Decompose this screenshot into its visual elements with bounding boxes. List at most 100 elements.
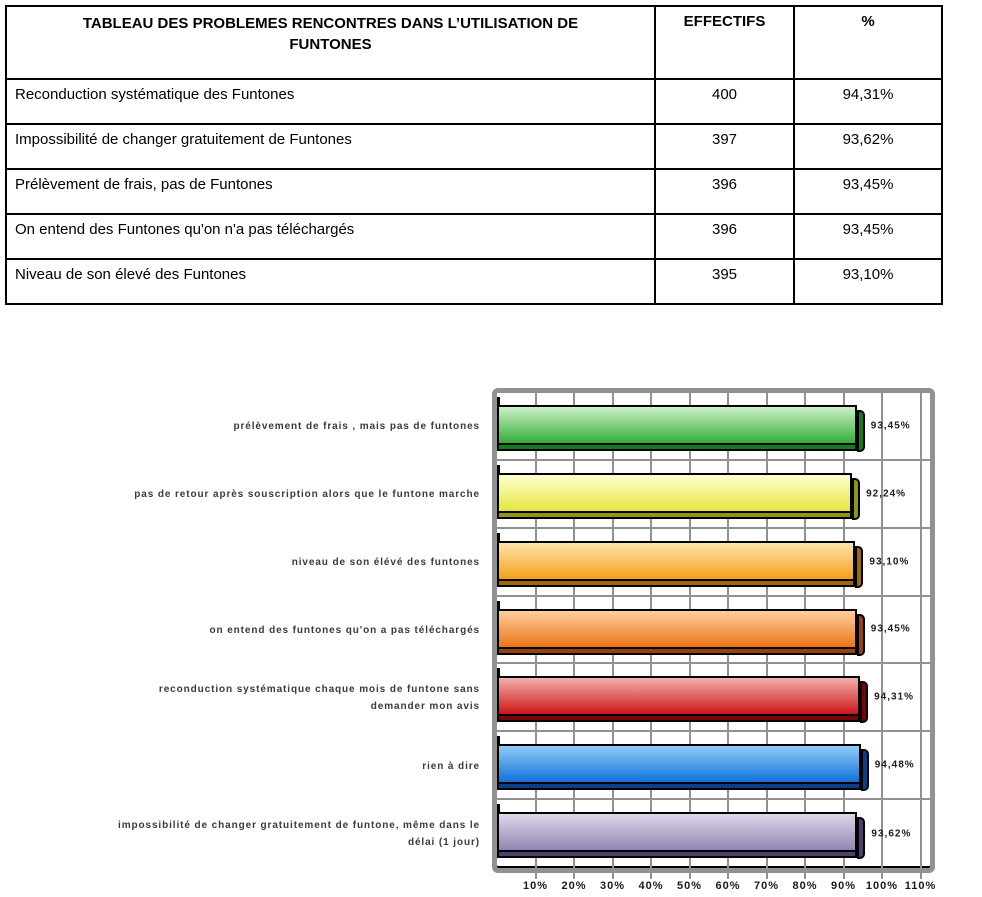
bar-end-cap (852, 477, 861, 520)
row-label: Reconduction systématique des Funtones (5, 78, 656, 125)
x-axis-tick (611, 873, 614, 879)
bar (497, 464, 861, 520)
table-body: Reconduction systématique des Funtones 40… (5, 78, 943, 305)
category-row: 93,45% (497, 393, 930, 461)
x-axis-tick (650, 873, 652, 879)
category-axis-labels: prélèvement de frais , mais pas de funto… (0, 393, 486, 868)
x-axis-label: 100% (865, 880, 899, 892)
bar-axis-notch (497, 668, 500, 679)
row-label: Prélèvement de frais, pas de Funtones (5, 168, 656, 215)
bar-value-label: 94,48% (874, 759, 915, 771)
table-row: Niveau de son élevé des Funtones 395 93,10… (5, 258, 943, 305)
bar-chart: prélèvement de frais , mais pas de funto… (0, 388, 982, 897)
category-row: 93,10% (497, 529, 930, 597)
bar (497, 668, 869, 724)
col-header-percent: % (793, 5, 943, 80)
bar-axis-notch (497, 736, 500, 747)
row-effectif: 400 (654, 78, 795, 125)
table-title: TABLEAU DES PROBLEMES RENCONTRES DANS L’… (82, 15, 579, 53)
x-axis-label: 10% (522, 880, 549, 892)
bar-foot (499, 578, 854, 585)
bar-face (499, 678, 859, 715)
bar-end-cap (857, 817, 866, 860)
x-axis-label: 30% (599, 880, 626, 892)
x-axis-tick (573, 873, 575, 879)
bar-end-cap (860, 681, 869, 724)
bar-face (499, 542, 854, 579)
bar (497, 600, 865, 656)
category-label: niveau de son élévé des funtones (291, 557, 480, 569)
bar-face (499, 407, 855, 443)
row-percent: 94,31% (793, 78, 943, 125)
vertical-gridline (919, 393, 922, 868)
category-row: 93,45% (497, 597, 930, 665)
category-label: pas de retour après souscription alors q… (134, 489, 480, 501)
bar-foot (499, 714, 859, 721)
bar (497, 804, 866, 860)
bar-end-cap (855, 545, 864, 588)
bar-value-label: 93,45% (870, 420, 911, 432)
plot-area: 93,45% 92,24% 93,10% 93,45% 94,31% 94,48% 93,6… (492, 388, 935, 873)
x-axis-label: 110% (904, 880, 937, 892)
bar-value-label: 94,31% (874, 691, 914, 703)
x-axis-tick (842, 873, 845, 879)
x-axis-label: 60% (715, 880, 741, 892)
bar-face (499, 610, 855, 647)
x-axis-tick (727, 873, 729, 879)
x-axis-label: 80% (792, 880, 818, 892)
bar-value-label: 93,45% (870, 623, 911, 635)
bar-axis-notch (497, 464, 500, 475)
bar-face (499, 474, 851, 511)
bar-axis-notch (497, 600, 500, 611)
bar-axis-notch (497, 532, 500, 543)
bar-axis-notch (497, 804, 500, 815)
bar-foot (499, 782, 859, 789)
bar-face (499, 746, 859, 783)
row-percent: 93,45% (793, 213, 943, 260)
row-effectif: 395 (654, 258, 795, 305)
x-axis-tick (534, 873, 537, 879)
bar-foot (499, 510, 851, 517)
bar (497, 397, 865, 452)
row-label: Niveau de son élevé des Funtones (5, 258, 656, 305)
bar-foot (499, 646, 855, 653)
bar-foot (499, 443, 855, 449)
bar-value-label: 93,62% (871, 828, 912, 840)
category-label: impossibilité de changer gratuitement de… (118, 819, 480, 848)
x-axis-tick (804, 873, 806, 879)
x-axis-label: 50% (676, 880, 703, 892)
category-row: 94,48% (497, 732, 930, 801)
row-effectif: 397 (654, 123, 795, 170)
category-label: reconduction systématique chaque mois de… (158, 684, 480, 713)
category-label: rien à dire (422, 760, 480, 772)
row-label: On entend des Funtones qu'on n'a pas tél… (5, 213, 656, 260)
col-header-effectifs: EFFECTIFS (654, 5, 795, 80)
table-header-row: TABLEAU DES PROBLEMES RENCONTRES DANS L’… (5, 5, 943, 80)
bar-axis-notch (497, 397, 500, 407)
row-label: Impossibilité de changer gratuitement de… (5, 123, 656, 170)
category-label: on entend des funtones qu'on a pas téléc… (209, 624, 480, 636)
x-axis-label: 40% (638, 880, 664, 892)
problems-table: TABLEAU DES PROBLEMES RENCONTRES DANS L’… (5, 5, 943, 305)
x-axis-tick (688, 873, 691, 879)
vertical-gridline (881, 393, 883, 868)
x-axis-tick (919, 873, 922, 879)
x-axis-label: 90% (830, 880, 857, 892)
bar-foot (499, 850, 856, 857)
table-row: Impossibilité de changer gratuitement de… (5, 123, 943, 170)
table-title-cell: TABLEAU DES PROBLEMES RENCONTRES DANS L’… (5, 5, 656, 80)
category-label: prélèvement de frais , mais pas de funto… (233, 421, 480, 433)
bar-value-label: 92,24% (866, 488, 907, 500)
row-effectif: 396 (654, 168, 795, 215)
bar-value-label: 93,10% (869, 556, 910, 568)
bar-end-cap (856, 613, 865, 656)
x-axis-label: 20% (561, 880, 587, 892)
bar (497, 736, 869, 792)
x-axis-tick (881, 873, 883, 879)
bar-end-cap (860, 749, 869, 792)
row-percent: 93,45% (793, 168, 943, 215)
category-row: 94,31% (497, 664, 930, 733)
table-row: On entend des Funtones qu'on n'a pas tél… (5, 213, 943, 260)
row-percent: 93,10% (793, 258, 943, 305)
bar (497, 532, 864, 588)
